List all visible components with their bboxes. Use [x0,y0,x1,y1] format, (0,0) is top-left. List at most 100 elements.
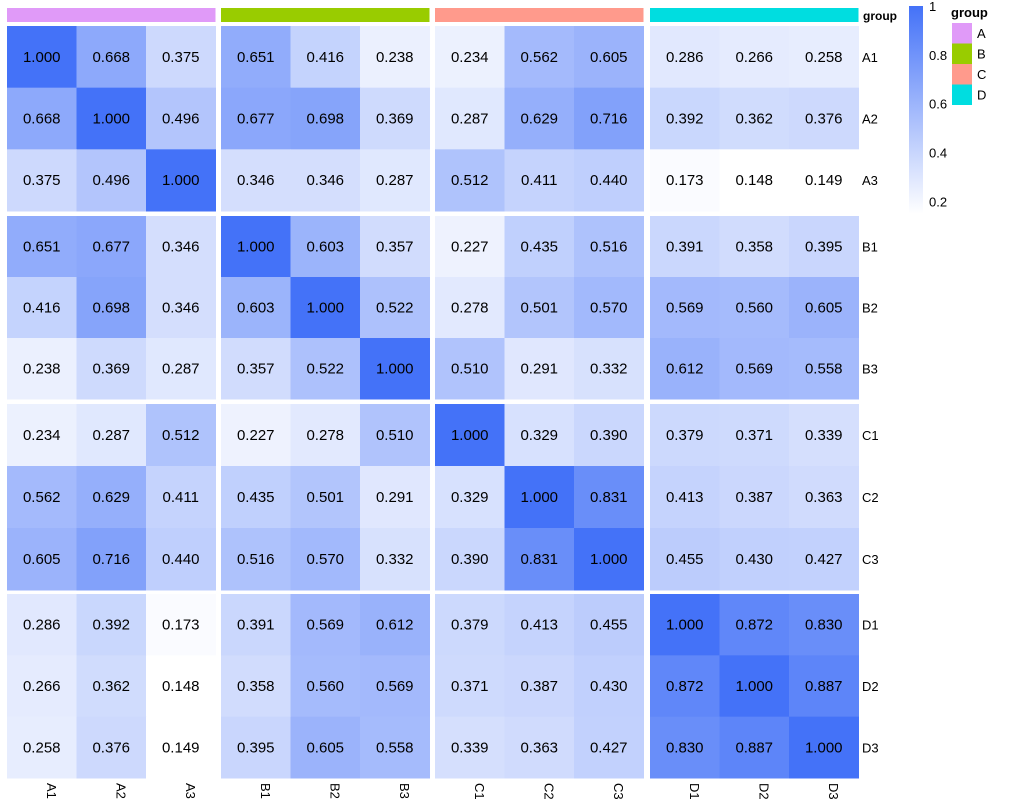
heatmap-cell-C3-A1 [7,528,77,591]
cell-label: 0.266 [23,678,61,695]
cell-label: 0.569 [376,678,414,695]
heatmap-cell-C2-A1 [7,466,77,529]
legend-label: B [977,47,986,62]
heatmap-cell-B2-A2 [76,277,147,339]
heatmap-cell-A1-D2 [719,26,790,89]
cell-label: 0.379 [451,617,489,634]
cell-label: 0.629 [520,111,558,128]
cell-label: 0.369 [92,361,130,378]
heatmap-cell-D1-A3 [146,594,216,656]
cell-label: 0.392 [666,111,704,128]
cell-label: 0.501 [306,489,344,506]
heatmap-cell-B1-C3 [574,216,644,278]
cell-label: 1.000 [520,489,558,506]
heatmap-cell-A1-C1 [435,26,505,89]
heatmap-cell-C3-B1 [221,528,291,591]
cell-label: 0.612 [376,617,414,634]
heatmap-cell-A2-C1 [435,87,505,150]
heatmap-cell-A2-B3 [360,87,430,150]
cell-label: 0.558 [376,739,414,756]
heatmap-cell-C2-D3 [789,466,859,529]
colorbar-tick-label: 0.4 [929,145,947,160]
cell-label: 0.173 [162,617,200,634]
heatmap-cell-B1-C1 [435,216,505,278]
cell-label: 0.278 [451,300,489,317]
cell-label: 0.362 [735,111,773,128]
cell-label: 0.427 [805,551,843,568]
cell-label: 1.000 [735,678,773,695]
heatmap-cell-D2-D3 [789,655,859,718]
heatmap-cell-A2-D3 [789,87,859,150]
cell-label: 0.291 [376,489,414,506]
cell-label: 0.358 [237,678,275,695]
heatmap-cell-B1-A3 [146,216,216,278]
heatmap-cell-C1-C3 [574,404,644,467]
cell-label: 0.501 [520,300,558,317]
row-label: A1 [862,50,878,65]
cell-label: 0.238 [376,49,414,66]
colorbar-tick-label: 0.8 [929,48,947,63]
cell-label: 1.000 [162,172,200,189]
cell-label: 0.346 [237,172,275,189]
cell-label: 0.379 [666,427,704,444]
cell-label: 0.668 [92,49,130,66]
heatmap-cell-D3-B1 [221,716,291,779]
cell-label: 0.346 [162,239,200,256]
cell-label: 0.357 [237,361,275,378]
cell-label: 0.560 [306,678,344,695]
group-annotation-A [7,8,216,22]
cell-label: 0.357 [376,239,414,256]
group-annotation-D [650,8,859,22]
cell-label: 0.287 [92,427,130,444]
cell-label: 0.651 [237,49,275,66]
cell-label: 0.332 [590,361,628,378]
cell-label: 0.430 [735,551,773,568]
heatmap-cell-D1-A1 [7,594,77,656]
legend-swatch-A [952,23,972,44]
cell-label: 0.387 [520,678,558,695]
cell-label: 0.358 [735,239,773,256]
legend-title: group [951,5,988,20]
cell-label: 0.387 [735,489,773,506]
cell-label: 0.629 [92,489,130,506]
heatmap-cell-B3-A1 [7,338,77,400]
cell-label: 0.375 [23,172,61,189]
cell-label: 0.287 [451,111,489,128]
heatmap-cell-A1-D1 [650,26,720,89]
cell-label: 0.455 [590,617,628,634]
heatmap-cell-D2-C2 [504,655,575,718]
cell-label: 0.278 [306,427,344,444]
cell-label: 0.569 [306,617,344,634]
cell-label: 0.562 [520,49,558,66]
heatmap-cell-A3-C3 [574,149,644,212]
heatmap-cell-C2-C1 [435,466,505,529]
heatmap-cell-A2-B1 [221,87,291,150]
heatmap-cell-C1-B3 [360,404,430,467]
cell-label: 0.266 [735,49,773,66]
heatmap-cell-B3-C2 [504,338,575,400]
annotation-title: group [863,9,897,23]
cell-label: 0.831 [590,489,628,506]
heatmap-cell-D3-B3 [360,716,430,779]
heatmap-cell-B1-B2 [290,216,361,278]
cell-label: 0.603 [306,239,344,256]
cell-label: 0.329 [451,489,489,506]
column-label: A3 [183,783,198,799]
heatmap-cell-D1-B1 [221,594,291,656]
cell-label: 0.516 [590,239,628,256]
heatmap-cell-D2-A2 [76,655,147,718]
cell-label: 0.872 [666,678,704,695]
cell-label: 0.346 [162,300,200,317]
cell-label: 0.435 [520,239,558,256]
cell-label: 0.391 [237,617,275,634]
heatmap-cell-B2-C2 [504,277,575,339]
cell-label: 0.416 [23,300,61,317]
cell-label: 1.000 [92,111,130,128]
legend-label: D [977,88,986,103]
cell-label: 0.430 [590,678,628,695]
heatmap-cell-B3-D1 [650,338,720,400]
column-label: D1 [687,783,702,800]
cell-label: 0.512 [162,427,200,444]
cell-label: 0.149 [805,172,843,189]
heatmap-cell-B3-C3 [574,338,644,400]
